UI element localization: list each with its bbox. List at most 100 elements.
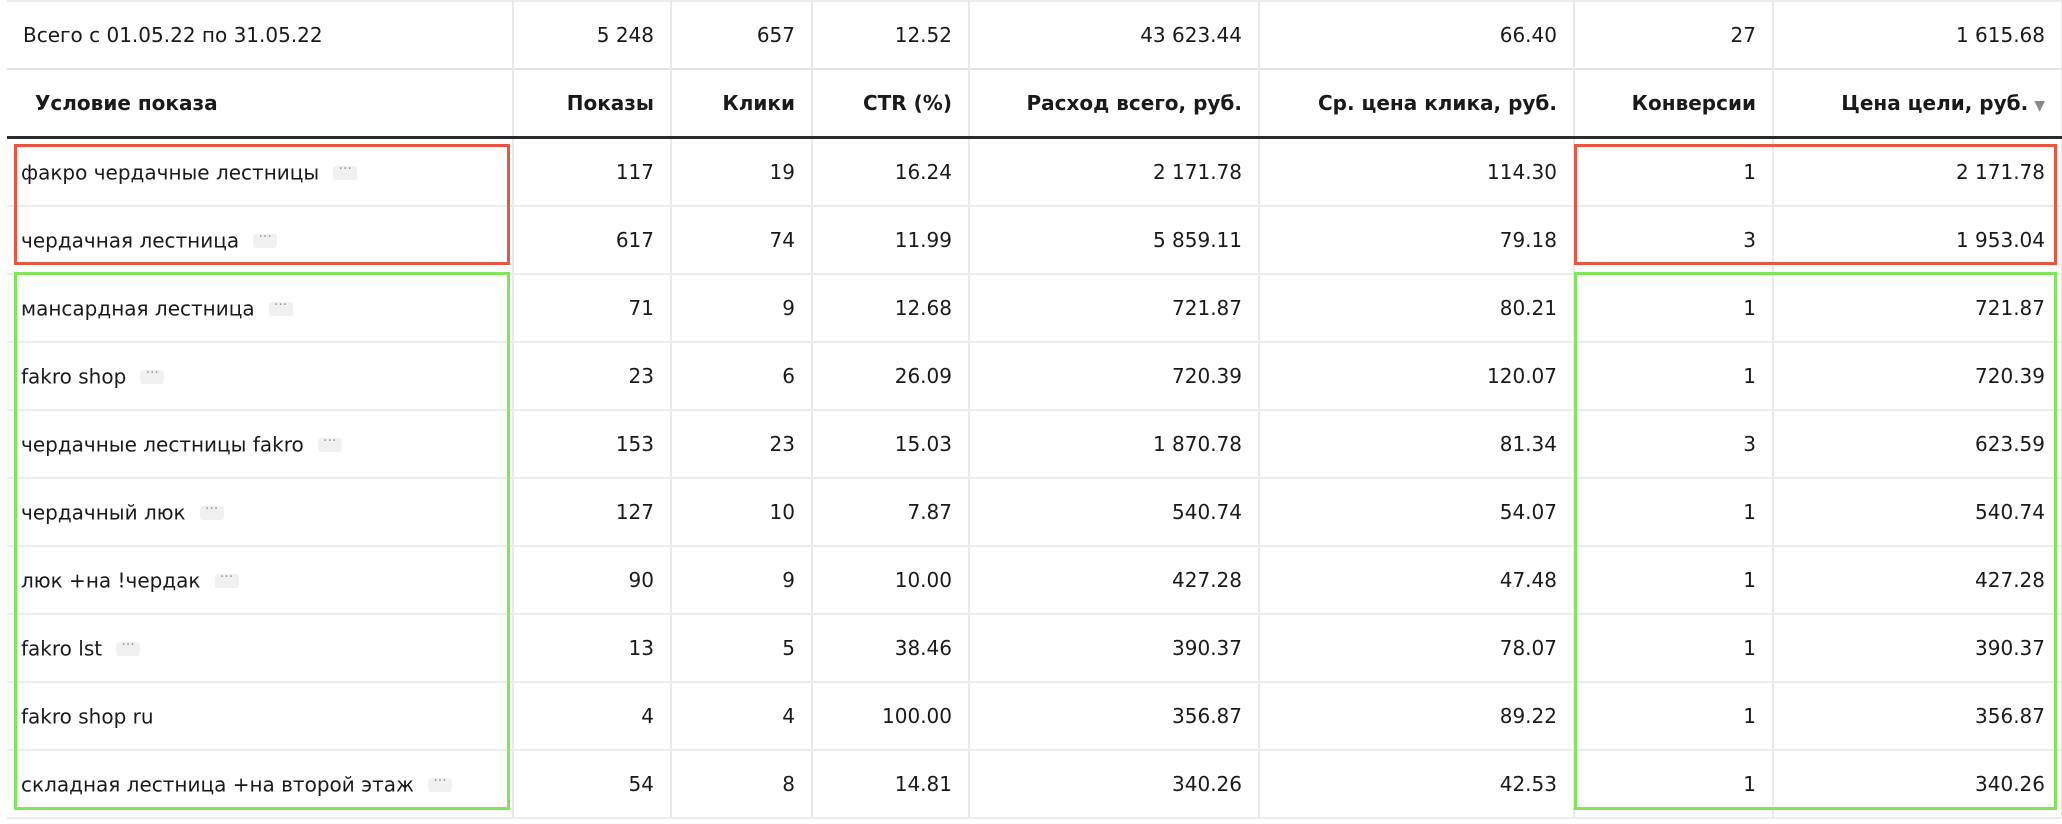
cell-cost-per-goal: 540.74 xyxy=(1773,478,2062,547)
more-options-icon[interactable]: ··· xyxy=(253,230,278,248)
more-options-icon[interactable]: ··· xyxy=(428,774,453,792)
cell-avg-cpc: 79.18 xyxy=(1259,206,1575,275)
cell-avg-cpc: 89.22 xyxy=(1259,682,1575,751)
table-row: чердачная лестница ··· 617 74 11.99 5 859.11 7… xyxy=(7,206,2062,275)
cell-cost-per-goal: 2 171.78 xyxy=(1773,137,2062,207)
more-options-icon[interactable]: ··· xyxy=(214,570,239,588)
cell-impressions: 23 xyxy=(513,342,672,411)
cell-ctr: 26.09 xyxy=(812,342,970,411)
col-header-cost-per-goal-label: Цена цели, руб. xyxy=(1841,91,2029,115)
cell-keyword: fakro shop ··· xyxy=(7,342,514,411)
summary-cost-per-goal: 1 615.68 xyxy=(1773,0,2062,69)
cell-ctr: 14.81 xyxy=(812,750,970,819)
header-row: Условие показа Показы Клики CTR (%) Расх… xyxy=(7,68,2062,139)
summary-conversions: 27 xyxy=(1574,0,1774,69)
col-header-ctr[interactable]: CTR (%) xyxy=(812,68,970,139)
cell-ctr: 11.99 xyxy=(812,206,970,275)
summary-impressions: 5 248 xyxy=(513,0,672,69)
cell-cost-per-goal: 340.26 xyxy=(1773,750,2062,819)
cell-spend: 1 870.78 xyxy=(969,410,1260,479)
keyword-text: fakro lst xyxy=(21,636,103,661)
report-table-container: Всего с 01.05.22 по 31.05.22 5 248 657 1… xyxy=(7,0,2062,824)
cell-clicks: 4 xyxy=(671,682,813,751)
cell-keyword: факро чердачные лестницы ··· xyxy=(7,137,514,207)
col-header-impressions[interactable]: Показы xyxy=(513,68,672,139)
more-options-icon[interactable]: ··· xyxy=(268,298,293,316)
keyword-text: люк +на !чердак xyxy=(21,568,201,593)
more-options-icon[interactable]: ··· xyxy=(333,162,358,180)
cell-impressions: 617 xyxy=(513,206,672,275)
cell-clicks: 23 xyxy=(671,410,813,479)
cell-avg-cpc: 114.30 xyxy=(1259,137,1575,207)
cell-impressions: 4 xyxy=(513,682,672,751)
stats-table: Всего с 01.05.22 по 31.05.22 5 248 657 1… xyxy=(7,0,2062,819)
more-options-icon[interactable]: ··· xyxy=(140,366,165,384)
cell-conversions: 1 xyxy=(1574,682,1774,751)
cell-avg-cpc: 80.21 xyxy=(1259,274,1575,343)
cell-keyword: чердачные лестницы fakro ··· xyxy=(7,410,514,479)
col-header-spend[interactable]: Расход всего, руб. xyxy=(969,68,1260,139)
col-header-cost-per-goal[interactable]: Цена цели, руб. ▼ xyxy=(1773,68,2062,139)
keyword-text: факро чердачные лестницы xyxy=(21,160,320,185)
cell-cost-per-goal: 721.87 xyxy=(1773,274,2062,343)
table-row: fakro shop ··· 23 6 26.09 720.39 120.07 1 720.39 xyxy=(7,342,2062,411)
cell-impressions: 117 xyxy=(513,137,672,207)
cell-conversions: 1 xyxy=(1574,750,1774,819)
summary-spend: 43 623.44 xyxy=(969,0,1260,69)
table-row: люк +на !чердак ··· 90 9 10.00 427.28 47.48 1 42… xyxy=(7,546,2062,615)
cell-clicks: 19 xyxy=(671,137,813,207)
cell-ctr: 7.87 xyxy=(812,478,970,547)
cell-impressions: 153 xyxy=(513,410,672,479)
cell-avg-cpc: 47.48 xyxy=(1259,546,1575,615)
keyword-text: складная лестница +на второй этаж xyxy=(21,772,415,797)
cell-ctr: 100.00 xyxy=(812,682,970,751)
cell-impressions: 54 xyxy=(513,750,672,819)
cell-keyword: чердачная лестница ··· xyxy=(7,206,514,275)
cell-spend: 2 171.78 xyxy=(969,137,1260,207)
more-options-icon[interactable]: ··· xyxy=(199,502,224,520)
cell-ctr: 16.24 xyxy=(812,137,970,207)
summary-avg-cpc: 66.40 xyxy=(1259,0,1575,69)
keyword-text: чердачная лестница xyxy=(21,228,240,253)
cell-clicks: 8 xyxy=(671,750,813,819)
cell-conversions: 1 xyxy=(1574,478,1774,547)
cell-spend: 720.39 xyxy=(969,342,1260,411)
cell-spend: 356.87 xyxy=(969,682,1260,751)
cell-conversions: 3 xyxy=(1574,206,1774,275)
cell-keyword: fakro lst ··· xyxy=(7,614,514,683)
table-row: мансардная лестница ··· 71 9 12.68 721.87 80.2… xyxy=(7,274,2062,343)
col-header-avg-cpc[interactable]: Ср. цена клика, руб. xyxy=(1259,68,1575,139)
cell-impressions: 13 xyxy=(513,614,672,683)
col-header-clicks[interactable]: Клики xyxy=(671,68,813,139)
cell-cost-per-goal: 623.59 xyxy=(1773,410,2062,479)
table-body: факро чердачные лестницы ··· 117 19 16.24 2 1… xyxy=(7,137,2062,819)
cell-clicks: 74 xyxy=(671,206,813,275)
keyword-text: fakro shop xyxy=(21,364,127,389)
table-row: факро чердачные лестницы ··· 117 19 16.24 2 1… xyxy=(7,137,2062,207)
cell-keyword: мансардная лестница ··· xyxy=(7,274,514,343)
col-header-condition[interactable]: Условие показа xyxy=(7,68,514,139)
cell-cost-per-goal: 390.37 xyxy=(1773,614,2062,683)
cell-clicks: 10 xyxy=(671,478,813,547)
keyword-text: fakro shop ru xyxy=(21,704,154,729)
cell-clicks: 9 xyxy=(671,546,813,615)
cell-ctr: 12.68 xyxy=(812,274,970,343)
cell-spend: 427.28 xyxy=(969,546,1260,615)
sort-desc-icon[interactable]: ▼ xyxy=(2034,98,2045,114)
cell-clicks: 9 xyxy=(671,274,813,343)
cell-impressions: 90 xyxy=(513,546,672,615)
summary-label: Всего с 01.05.22 по 31.05.22 xyxy=(7,0,514,69)
keyword-text: чердачный люк xyxy=(21,500,186,525)
cell-conversions: 1 xyxy=(1574,614,1774,683)
cell-ctr: 38.46 xyxy=(812,614,970,683)
cell-ctr: 15.03 xyxy=(812,410,970,479)
col-header-conversions[interactable]: Конверсии xyxy=(1574,68,1774,139)
keyword-text: чердачные лестницы fakro xyxy=(21,432,304,457)
table-row: fakro lst ··· 13 5 38.46 390.37 78.07 1 390.37 xyxy=(7,614,2062,683)
summary-clicks: 657 xyxy=(671,0,813,69)
cell-avg-cpc: 42.53 xyxy=(1259,750,1575,819)
table-row: чердачные лестницы fakro ··· 153 23 15.03 1 8… xyxy=(7,410,2062,479)
more-options-icon[interactable]: ··· xyxy=(116,638,141,656)
more-options-icon[interactable]: ··· xyxy=(317,434,342,452)
cell-avg-cpc: 78.07 xyxy=(1259,614,1575,683)
